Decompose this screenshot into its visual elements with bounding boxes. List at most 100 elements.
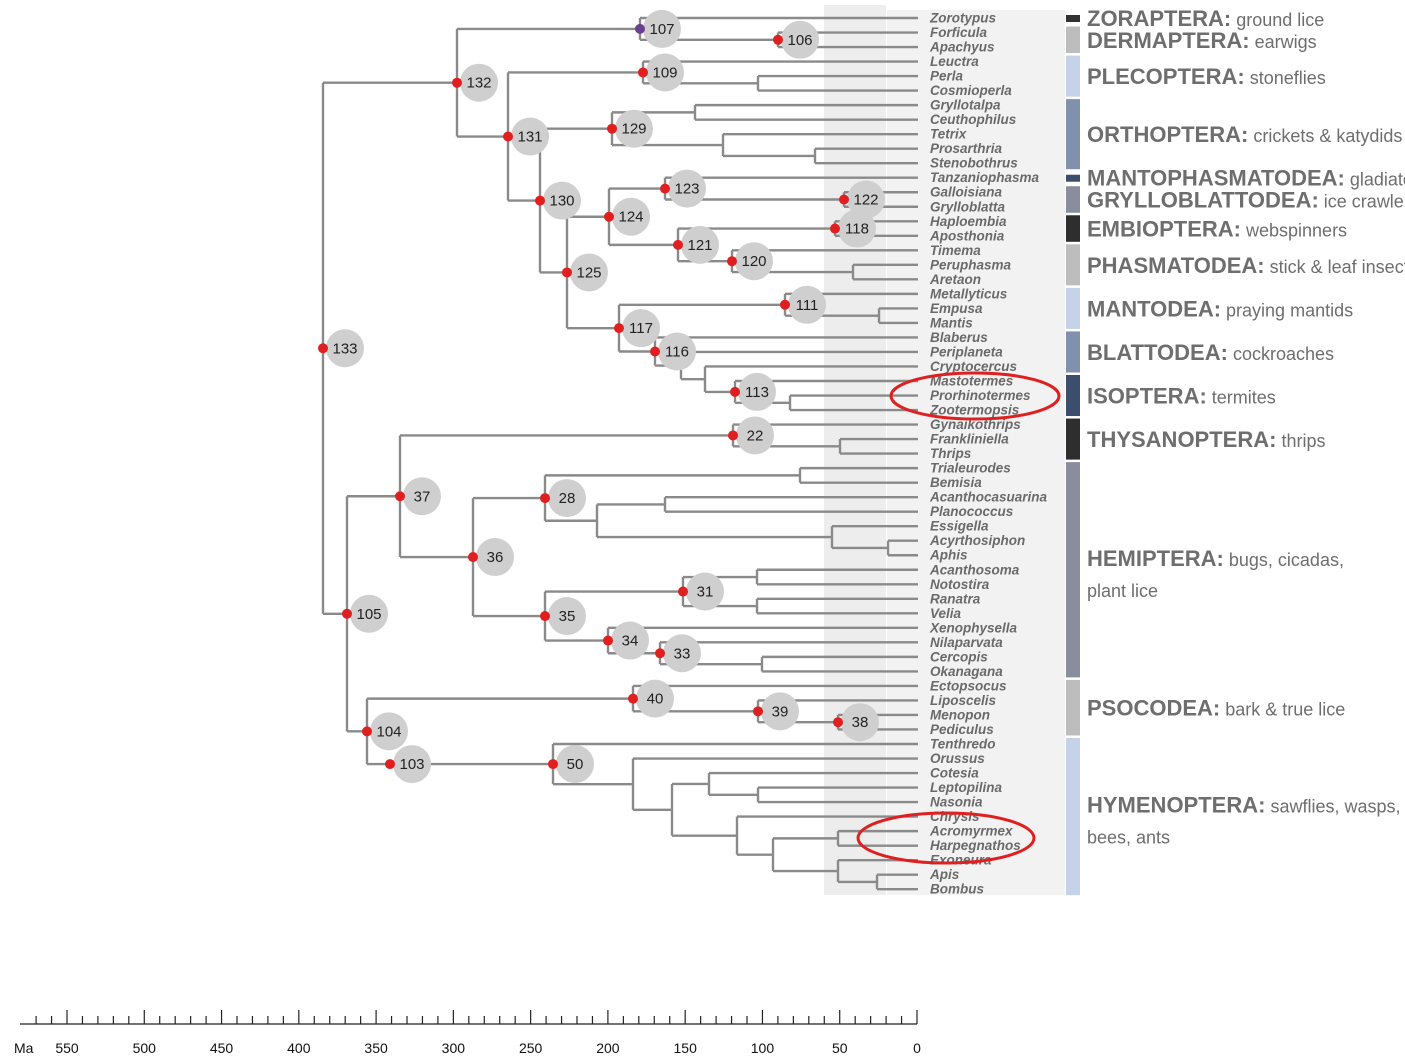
node-dot <box>540 611 550 622</box>
node-dot <box>318 343 328 354</box>
taxon-label: Velia <box>930 606 962 621</box>
taxon-label: Acanthosoma <box>929 562 1020 577</box>
node-dot <box>452 77 462 88</box>
order-description: ground lice <box>1236 10 1324 30</box>
taxon-labels: ZorotypusForficulaApachyusLeuctraPerlaCo… <box>929 11 1048 897</box>
order-description: bark & true lice <box>1225 700 1345 720</box>
node-circle <box>460 63 498 102</box>
node-label: 117 <box>629 320 653 337</box>
taxon-label: Zorotypus <box>929 11 996 26</box>
node-label: 129 <box>621 121 646 138</box>
node-circle <box>393 745 431 784</box>
taxon-label: Trialeurodes <box>930 461 1011 476</box>
taxon-label: Blaberus <box>930 330 988 345</box>
node-circle <box>548 479 586 518</box>
order-description: gladiators <box>1350 170 1405 190</box>
node-dot <box>730 386 740 397</box>
order-bar <box>1066 15 1080 22</box>
taxon-label: Ceuthophilus <box>930 112 1017 127</box>
axis-tick-label: 150 <box>674 1040 698 1056</box>
node-dot <box>728 430 738 441</box>
order-name: PHASMATODEA: <box>1087 253 1265 278</box>
node-dot <box>753 706 763 717</box>
order-bar <box>1066 287 1080 329</box>
order-label: BLATTODEA: cockroaches <box>1087 340 1334 365</box>
order-description: earwigs <box>1255 32 1317 52</box>
taxon-label: Tanzaniophasma <box>930 170 1040 185</box>
order-label: HEMIPTERA: bugs, cicadas, <box>1087 546 1344 571</box>
axis-tick-label: 350 <box>364 1040 388 1056</box>
node-circle <box>556 745 594 784</box>
node-circle <box>668 169 706 208</box>
axis-tick-label: 0 <box>913 1040 921 1056</box>
taxon-label: Empusa <box>930 301 983 316</box>
node-circle <box>738 372 776 411</box>
node-circle <box>511 117 549 156</box>
order-bar <box>1066 99 1080 170</box>
order-description: cockroaches <box>1233 344 1334 364</box>
axis-tick-label: 50 <box>832 1040 848 1056</box>
node-circle <box>326 329 364 368</box>
order-bar <box>1066 462 1080 678</box>
node-dot <box>342 608 352 619</box>
node-label: 34 <box>622 633 639 650</box>
order-name: EMBIOPTERA: <box>1087 217 1241 242</box>
node-circle <box>548 597 586 636</box>
node-label: 38 <box>852 714 869 731</box>
order-label: DERMAPTERA: earwigs <box>1087 28 1317 53</box>
taxon-label: Acromyrmex <box>929 824 1013 839</box>
order-bar <box>1066 26 1080 54</box>
taxon-label: Aretaon <box>929 272 981 287</box>
axis-tick-label: 400 <box>287 1040 311 1056</box>
taxon-label: Okanagana <box>930 664 1003 679</box>
node-label: 132 <box>466 75 491 92</box>
node-label: 37 <box>414 488 431 505</box>
node-dot <box>830 223 840 234</box>
node-label: 107 <box>649 21 674 38</box>
node-label: 124 <box>618 209 643 226</box>
node-circle <box>615 109 653 148</box>
highlight-ants <box>856 811 1036 865</box>
order-label: GRYLLOBLATTODEA:ice crawlers <box>1087 188 1405 213</box>
node-dot <box>503 131 513 142</box>
order-name: MANTOPHASMATODEA: <box>1087 166 1345 191</box>
taxon-label: Apis <box>929 867 960 882</box>
order-bar <box>1066 215 1080 242</box>
node-dots: 106 107 109 129 122 123 118 120 121 124 111 113 116 1… <box>318 9 885 784</box>
node-circle <box>476 538 514 577</box>
taxon-label: Peruphasma <box>930 257 1012 272</box>
taxon-label: Gryllotalpa <box>930 98 1001 113</box>
taxon-label: Thrips <box>930 446 972 461</box>
taxon-label: Aphis <box>929 548 968 563</box>
node-label: 111 <box>796 297 819 314</box>
taxon-label: Tenthredo <box>930 737 996 752</box>
node-circle <box>781 20 819 59</box>
node-circle <box>686 572 724 611</box>
taxon-label: Orussus <box>930 751 985 766</box>
order-description: termites <box>1212 388 1276 408</box>
node-label: 33 <box>674 645 691 662</box>
order-bar <box>1066 55 1080 97</box>
node-label: 40 <box>647 691 664 708</box>
taxon-label: Prorhinotermes <box>930 388 1031 403</box>
order-bar <box>1066 331 1080 373</box>
node-dot <box>655 648 665 659</box>
taxon-label: Menopon <box>930 707 990 722</box>
taxon-label: Mantis <box>930 315 973 330</box>
node-circle <box>643 9 681 48</box>
order-label: PHASMATODEA: stick & leaf insects <box>1087 253 1405 278</box>
node-circle <box>663 634 701 673</box>
node-dot <box>362 726 372 737</box>
node-circle <box>612 197 650 236</box>
node-label: 131 <box>517 129 542 146</box>
order-label: MANTOPHASMATODEA:gladiators <box>1087 166 1405 191</box>
node-dot <box>780 299 790 310</box>
node-label: 35 <box>559 608 576 625</box>
node-dot <box>395 491 405 502</box>
order-bar <box>1066 174 1080 182</box>
taxon-label: Chrysis <box>930 809 980 824</box>
order-label: PSOCODEA: bark & true lice <box>1087 696 1345 721</box>
node-circle <box>611 621 649 660</box>
